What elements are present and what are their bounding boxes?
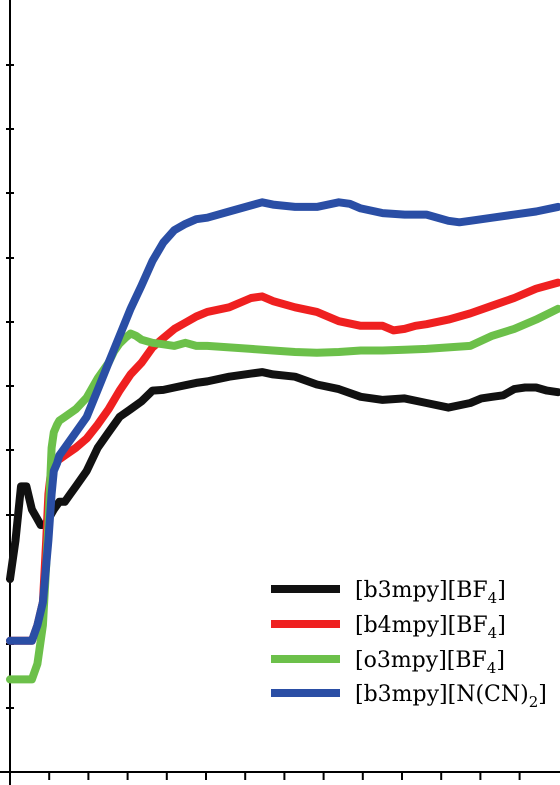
legend-label-main: [b3mpy][BF (355, 578, 488, 603)
plot-series (6, 198, 560, 684)
legend-label-3: [b3mpy][N(CN)2] (355, 682, 547, 711)
series-line-3 (6, 198, 560, 645)
legend-label-2: [o3mpy][BF4] (355, 648, 505, 677)
legend-label-0: [b3mpy][BF4] (355, 578, 506, 607)
series-line-2 (6, 304, 560, 684)
legend-label-subscript: 4 (488, 624, 498, 642)
legend-label-main: [b4mpy][BF (355, 613, 488, 638)
legend-label-end: ] (496, 648, 505, 673)
legend-label-subscript: 4 (488, 589, 498, 607)
legend-label-end: ] (497, 613, 506, 638)
legend-label-end: ] (497, 578, 506, 603)
legend-label-subscript: 2 (529, 693, 539, 711)
legend-label-subscript: 4 (487, 659, 497, 677)
legend-label-1: [b4mpy][BF4] (355, 613, 506, 642)
legend-label-main: [o3mpy][BF (355, 648, 487, 673)
legend-label-end: ] (538, 682, 547, 707)
legend: [b3mpy][BF4][b4mpy][BF4][o3mpy][BF4][b3m… (271, 578, 547, 711)
legend-label-main: [b3mpy][N(CN) (355, 682, 529, 707)
